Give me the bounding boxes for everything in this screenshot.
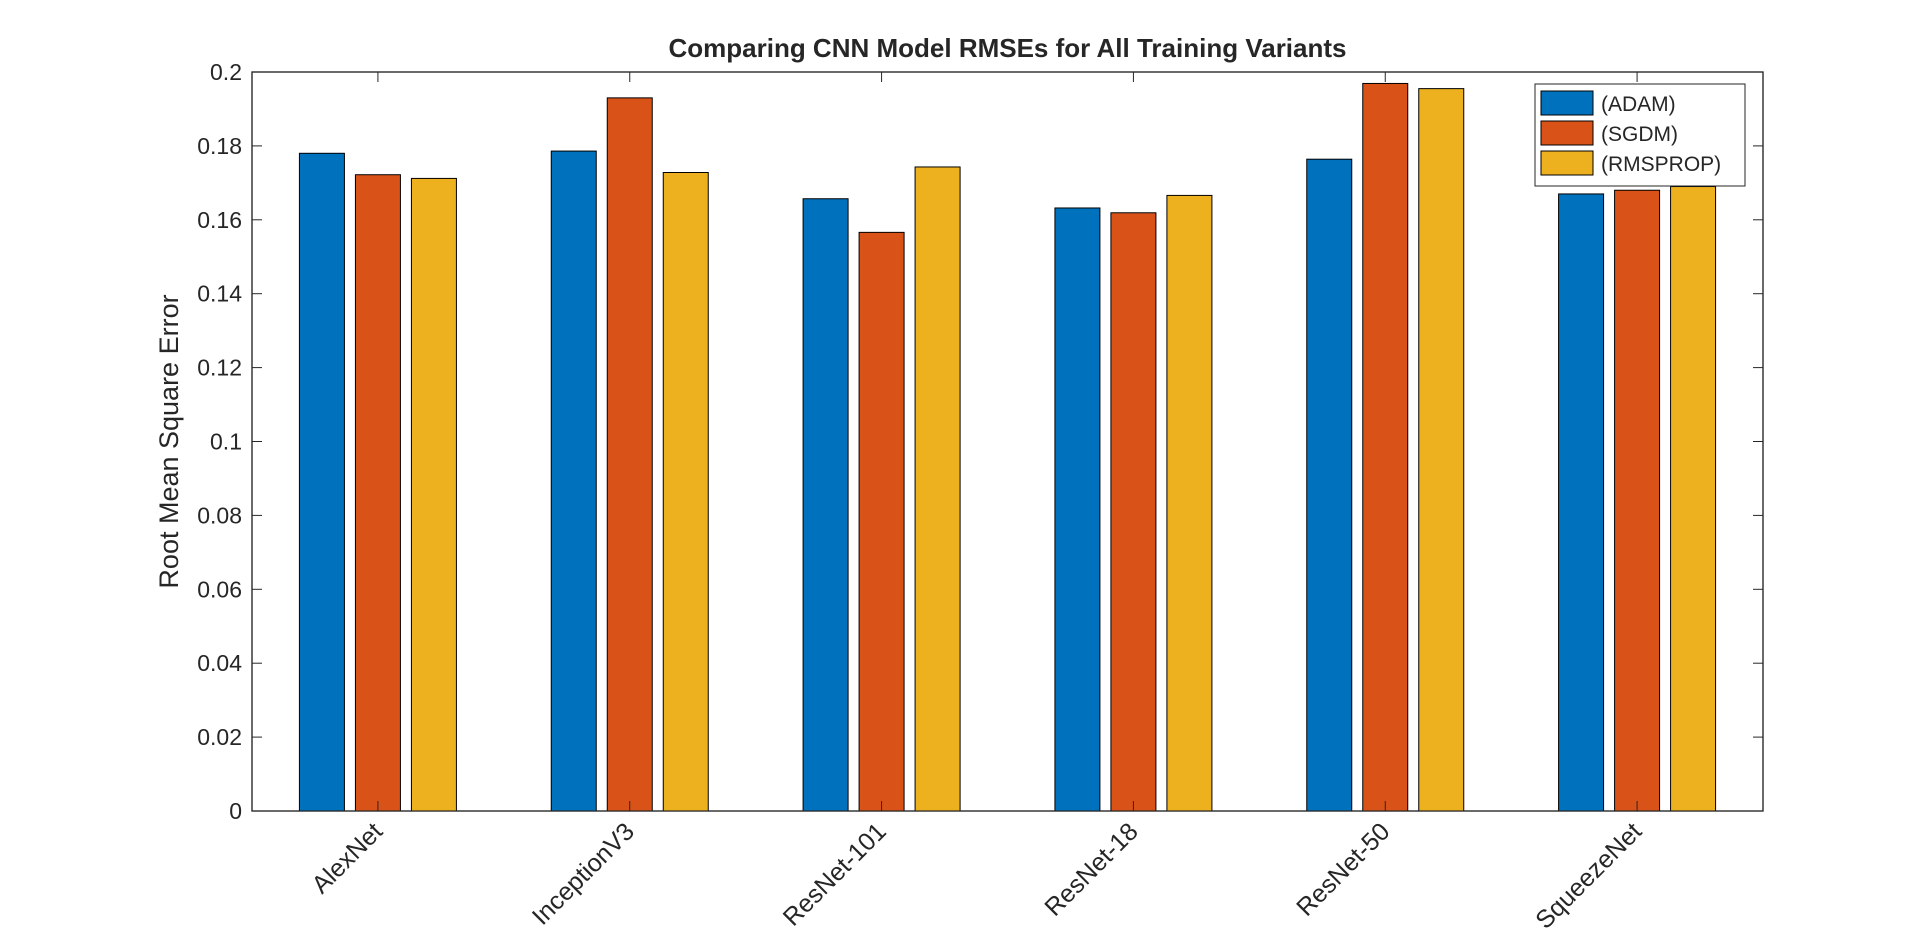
y-tick-label: 0.02 [197,724,242,750]
bar-resnet-101-sgdm [858,231,905,812]
y-tick-label: 0.14 [197,281,242,307]
bar-resnet-101-rmsprop [914,166,961,812]
bar-alexnet-sgdm [354,174,401,812]
bar-resnet-101-adam [802,198,849,812]
bar-squeezenet-rmsprop [1670,186,1717,812]
y-tick-label: 0.06 [197,576,242,602]
y-tick-label: 0.18 [197,133,242,159]
bar-resnet-18-adam [1054,207,1101,812]
y-tick-label: 0.2 [210,59,242,85]
legend-label-adam: (ADAM) [1601,93,1676,116]
y-tick-label: 0.1 [210,429,242,455]
y-tick-label: 0.04 [197,650,242,676]
y-tick-label: 0.16 [197,207,242,233]
axes-box [251,71,1764,812]
bar-squeezenet-adam [1558,193,1605,812]
bar-resnet-50-sgdm [1362,82,1409,812]
legend-label-rmsprop: (RMSPROP) [1601,153,1721,176]
chart-title: Comparing CNN Model RMSEs for All Traini… [668,33,1346,63]
legend-swatch-rmsprop [1540,150,1594,176]
y-tick-label: 0.12 [197,355,242,381]
legend-label-sgdm: (SGDM) [1601,123,1678,146]
legend[interactable]: (ADAM) (SGDM) (RMSPROP) [1534,83,1746,187]
bar-resnet-18-rmsprop [1166,194,1213,812]
bar-inceptionv3-adam [550,150,597,812]
legend-swatch-adam [1540,90,1594,116]
bar-squeezenet-sgdm [1614,189,1661,812]
bar-resnet-50-adam [1306,158,1353,812]
bar-inceptionv3-rmsprop [662,172,709,812]
bar-resnet-18-sgdm [1110,212,1157,812]
bar-resnet-50-rmsprop [1418,88,1465,812]
y-axis-label: Root Mean Square Error [154,294,184,588]
y-tick-label: 0 [229,798,242,824]
plot-area: 00.020.040.060.080.10.120.140.160.180.2A… [197,59,1764,935]
bar-inceptionv3-sgdm [606,97,653,812]
y-tick-label: 0.08 [197,502,242,528]
legend-swatch-sgdm [1540,120,1594,146]
bar-alexnet-rmsprop [410,177,457,812]
bar-alexnet-adam [298,152,345,812]
